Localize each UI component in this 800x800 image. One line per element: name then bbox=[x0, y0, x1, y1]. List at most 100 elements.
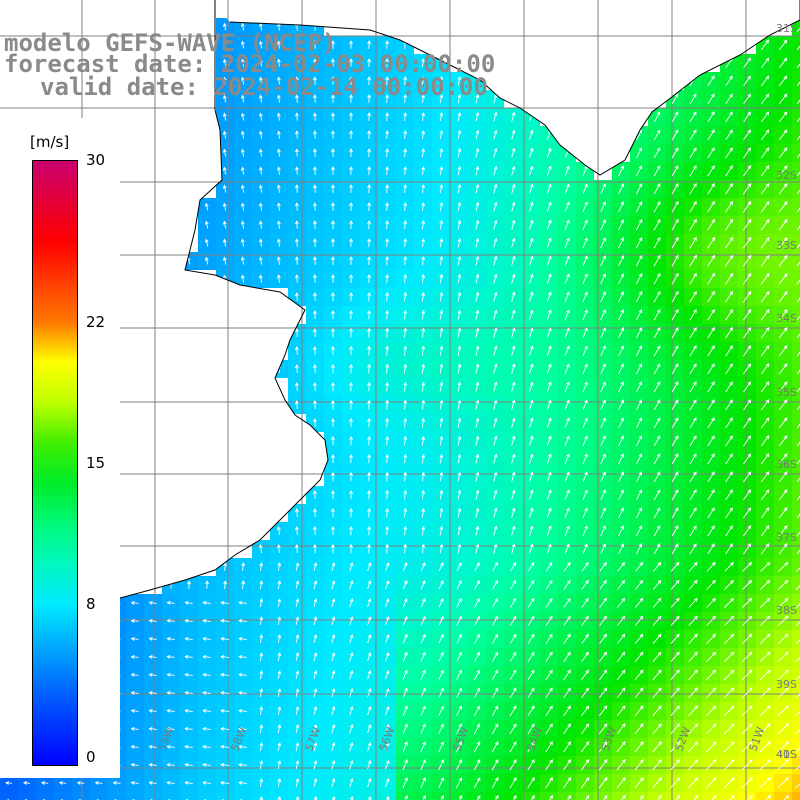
wind-arrow bbox=[688, 579, 698, 590]
wind-arrow bbox=[439, 237, 444, 248]
wind-arrow bbox=[295, 562, 300, 572]
wind-arrow bbox=[743, 327, 752, 339]
wind-arrow bbox=[671, 507, 679, 519]
wind-arrow bbox=[528, 543, 534, 554]
wind-arrow bbox=[796, 387, 800, 393]
wind-arrow bbox=[529, 435, 534, 446]
wind-arrow bbox=[796, 45, 800, 51]
wind-arrow bbox=[634, 687, 644, 699]
wind-arrow bbox=[148, 600, 157, 605]
wind-arrow bbox=[312, 292, 317, 301]
wind-arrow bbox=[493, 237, 498, 248]
wind-arrow bbox=[725, 93, 733, 105]
wind-arrow bbox=[492, 579, 498, 590]
wind-arrow bbox=[760, 435, 770, 447]
wind-arrow bbox=[456, 615, 462, 626]
wind-arrow bbox=[634, 723, 644, 735]
wind-arrow bbox=[422, 794, 426, 800]
wind-arrow bbox=[313, 598, 318, 608]
wind-arrow bbox=[529, 309, 534, 320]
wind-arrow bbox=[403, 471, 408, 482]
wind-arrow bbox=[403, 399, 408, 410]
wind-arrow bbox=[349, 112, 353, 121]
wind-arrow bbox=[202, 726, 211, 731]
wind-arrow bbox=[545, 597, 553, 608]
wind-arrow bbox=[94, 780, 103, 785]
wind-arrow bbox=[313, 759, 318, 770]
wind-speed-cell bbox=[792, 540, 800, 558]
wind-arrow bbox=[420, 669, 426, 680]
wind-arrow bbox=[725, 129, 733, 141]
wind-arrow bbox=[493, 543, 498, 554]
wind-arrow bbox=[545, 669, 553, 680]
wind-arrow bbox=[600, 471, 606, 482]
wind-arrow bbox=[670, 633, 680, 644]
wind-arrow bbox=[148, 654, 157, 659]
wind-arrow bbox=[564, 381, 570, 392]
wind-arrow bbox=[653, 543, 661, 555]
wind-arrow bbox=[511, 111, 516, 122]
wind-arrow bbox=[148, 672, 157, 677]
wind-speed-cell bbox=[792, 180, 800, 198]
wind-arrow bbox=[689, 363, 697, 375]
wind-speed-cell bbox=[486, 792, 504, 800]
wind-arrow bbox=[475, 147, 480, 158]
wind-arrow bbox=[222, 166, 227, 175]
wind-arrow bbox=[707, 435, 715, 447]
wind-arrow bbox=[653, 327, 661, 339]
wind-arrow bbox=[295, 634, 300, 644]
wind-arrow bbox=[439, 345, 444, 356]
wind-arrow bbox=[202, 654, 211, 659]
wind-arrow bbox=[545, 705, 553, 717]
wind-arrow bbox=[40, 780, 49, 785]
wind-arrow bbox=[760, 236, 770, 249]
wind-arrow bbox=[421, 255, 426, 266]
wind-arrow bbox=[475, 399, 480, 410]
wind-arrow bbox=[222, 58, 227, 67]
wind-arrow bbox=[529, 111, 534, 122]
wind-arrow bbox=[458, 794, 463, 800]
wind-speed-cell bbox=[792, 126, 800, 144]
lat-label: 35S bbox=[776, 386, 797, 399]
wind-arrow bbox=[742, 561, 753, 572]
wind-arrow bbox=[653, 435, 661, 447]
wind-arrow bbox=[529, 417, 534, 428]
wind-speed-cell bbox=[720, 792, 738, 800]
wind-arrow bbox=[616, 687, 626, 699]
wind-arrow bbox=[564, 363, 570, 374]
wind-arrow bbox=[349, 435, 353, 446]
wind-arrow bbox=[743, 435, 752, 447]
wind-arrow bbox=[457, 489, 462, 500]
wind-arrow bbox=[331, 202, 335, 211]
wind-arrow bbox=[331, 598, 336, 608]
wind-arrow bbox=[635, 272, 643, 285]
wind-arrow bbox=[457, 345, 462, 356]
wind-arrow bbox=[636, 147, 643, 159]
wind-arrow bbox=[439, 219, 444, 230]
wind-arrow bbox=[457, 291, 462, 302]
wind-speed-cell bbox=[792, 504, 800, 522]
wind-speed-cell bbox=[792, 720, 800, 738]
wind-arrow bbox=[598, 777, 608, 789]
wind-arrow bbox=[202, 618, 211, 623]
wind-arrow bbox=[130, 654, 139, 659]
wind-speed-cell bbox=[360, 792, 378, 800]
wind-arrow bbox=[367, 327, 372, 338]
wind-arrow bbox=[653, 218, 661, 231]
wind-arrow bbox=[616, 741, 626, 753]
wind-arrow bbox=[403, 543, 408, 554]
wind-arrow bbox=[657, 795, 663, 800]
wind-arrow bbox=[276, 256, 281, 265]
wind-arrow bbox=[689, 435, 697, 447]
wind-arrow bbox=[618, 237, 625, 249]
wind-arrow bbox=[473, 741, 481, 753]
wind-arrow bbox=[240, 184, 245, 193]
wind-arrow bbox=[689, 399, 697, 411]
wind-arrow bbox=[743, 381, 752, 393]
wind-arrow bbox=[313, 670, 318, 680]
wind-arrow bbox=[349, 706, 354, 716]
wind-arrow bbox=[420, 759, 426, 771]
wind-speed-cell bbox=[0, 792, 18, 800]
wind-arrow bbox=[509, 615, 517, 626]
wind-speed-cell bbox=[792, 738, 800, 756]
